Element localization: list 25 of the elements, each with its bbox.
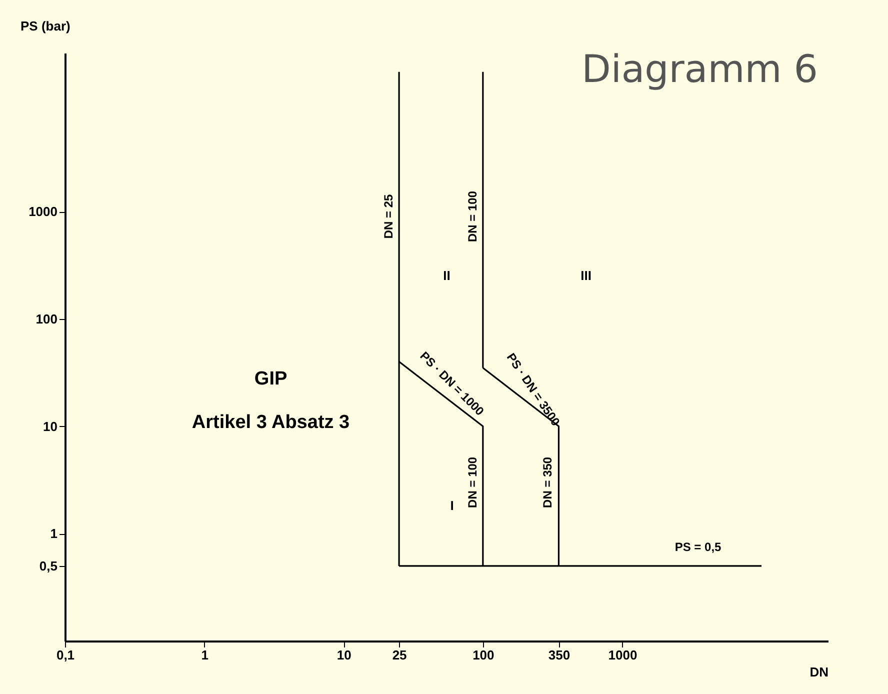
annotation: DN = 350 bbox=[540, 456, 554, 508]
annotation: III bbox=[580, 268, 592, 284]
y-tick-label: 1000 bbox=[28, 204, 58, 220]
x-tick-label: 1 bbox=[201, 648, 208, 662]
x-tick-label: 1000 bbox=[608, 648, 638, 662]
annotation: DN = 25 bbox=[382, 194, 396, 239]
annotation: DN = 100 bbox=[465, 190, 480, 242]
x-tick-label: 100 bbox=[472, 648, 494, 662]
annotation: Artikel 3 Absatz 3 bbox=[192, 412, 350, 433]
annotation: I bbox=[450, 498, 454, 514]
y-tick-label: 1 bbox=[50, 526, 58, 542]
x-tick-label: 10 bbox=[336, 648, 352, 662]
x-tick-label: 25 bbox=[392, 648, 407, 662]
annotation: II bbox=[443, 268, 450, 284]
chart-title: Diagramm 6 bbox=[582, 47, 818, 91]
y-tick-label: 0,5 bbox=[39, 558, 58, 574]
x-tick-label: 350 bbox=[548, 648, 570, 662]
y-tick-label: 10 bbox=[43, 418, 58, 434]
y-tick-label: 100 bbox=[36, 311, 58, 326]
annotation: GIP bbox=[254, 368, 288, 390]
y-axis-title: PS (bar) bbox=[20, 18, 70, 34]
x-axis-title: DN bbox=[810, 664, 828, 680]
annotation: DN = 100 bbox=[465, 456, 480, 508]
x-tick-label: 0,1 bbox=[56, 648, 75, 662]
annotation: PS = 0,5 bbox=[674, 540, 722, 554]
